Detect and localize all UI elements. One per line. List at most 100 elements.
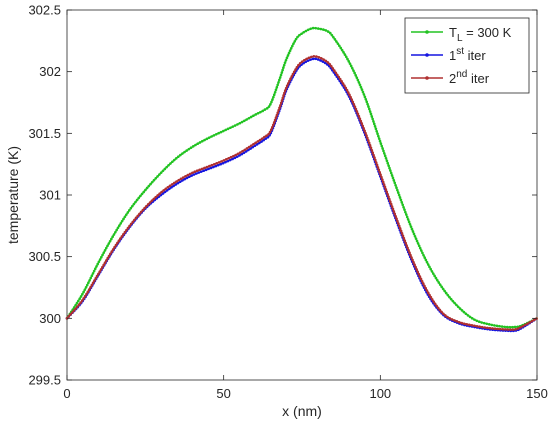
- series-marker: [69, 313, 72, 316]
- series-marker: [406, 246, 409, 250]
- series-marker: [205, 137, 209, 141]
- series-marker: [111, 235, 114, 239]
- series-marker: [91, 272, 95, 275]
- series-marker: [249, 144, 253, 147]
- series-marker: [107, 254, 111, 258]
- series-marker: [171, 160, 174, 164]
- series-marker: [166, 186, 170, 189]
- series-marker: [149, 182, 152, 186]
- series-marker: [388, 200, 392, 203]
- series-marker: [393, 212, 397, 216]
- series-marker: [438, 283, 442, 286]
- series-marker: [172, 158, 176, 162]
- series-marker: [172, 181, 176, 185]
- series-marker: [192, 173, 196, 176]
- series-marker: [328, 62, 332, 66]
- series-marker: [207, 167, 210, 171]
- series-marker: [440, 310, 443, 314]
- series-marker: [351, 100, 355, 104]
- series-marker: [74, 303, 77, 307]
- series-marker: [420, 279, 424, 283]
- series-marker: [281, 68, 284, 72]
- series-marker: [372, 153, 375, 157]
- series-marker: [117, 239, 121, 243]
- series-marker: [271, 98, 274, 101]
- series-marker: [284, 58, 288, 62]
- series-marker: [104, 246, 108, 250]
- series-marker: [436, 306, 440, 310]
- series-marker: [81, 292, 84, 296]
- series-marker: [158, 173, 161, 176]
- series-marker: [354, 74, 358, 77]
- series-marker: [134, 216, 138, 220]
- series-marker: [386, 161, 390, 165]
- series-marker: [238, 151, 242, 154]
- series-marker: [285, 56, 289, 60]
- series-marker: [352, 69, 355, 72]
- series-marker: [224, 160, 227, 164]
- series-marker: [434, 276, 438, 280]
- series-marker: [364, 97, 368, 101]
- series-marker: [83, 294, 87, 298]
- series-marker: [362, 127, 365, 130]
- series-marker: [420, 249, 423, 252]
- series-marker: [189, 146, 193, 150]
- series-marker: [363, 129, 366, 133]
- series-marker: [162, 189, 165, 192]
- series-marker: [273, 90, 277, 94]
- series-marker: [444, 314, 447, 317]
- series-marker: [79, 301, 82, 304]
- series-marker: [150, 199, 154, 202]
- series-marker: [382, 149, 385, 153]
- series-marker: [191, 145, 195, 148]
- series-marker: [131, 220, 135, 224]
- series-marker: [122, 217, 125, 221]
- series-marker: [486, 326, 489, 330]
- series-marker: [491, 327, 494, 330]
- series-marker: [288, 49, 292, 52]
- series-marker: [441, 287, 445, 291]
- series-marker: [384, 188, 388, 191]
- series-marker: [322, 58, 325, 61]
- series-marker: [122, 233, 125, 236]
- series-marker: [396, 188, 399, 192]
- series-marker: [413, 263, 416, 267]
- series-marker: [240, 120, 244, 124]
- series-marker: [195, 169, 199, 173]
- series-marker: [398, 227, 402, 230]
- series-marker: [208, 164, 211, 168]
- series-marker: [310, 55, 313, 59]
- series-marker: [311, 26, 315, 30]
- series-marker: [107, 242, 111, 245]
- legend-label-superscript: nd: [456, 69, 467, 80]
- series-marker: [126, 211, 130, 214]
- series-marker: [384, 156, 388, 160]
- series-marker: [275, 86, 279, 89]
- legend-label-rest: iter: [467, 71, 489, 86]
- series-marker: [95, 274, 99, 278]
- series-marker: [411, 230, 415, 233]
- series-marker: [214, 132, 218, 136]
- series-marker: [291, 72, 295, 76]
- series-marker: [376, 166, 380, 169]
- series-marker: [380, 144, 384, 148]
- legend-label-superscript: st: [456, 46, 464, 57]
- series-marker: [431, 272, 435, 275]
- series-marker: [526, 322, 529, 325]
- series-marker: [203, 166, 206, 170]
- series-marker: [212, 134, 216, 137]
- series-marker: [110, 237, 113, 241]
- series-marker: [129, 222, 133, 226]
- series-marker: [79, 295, 83, 298]
- series-marker: [477, 320, 481, 324]
- series-marker: [252, 142, 255, 146]
- series-marker: [156, 194, 159, 197]
- x-tick-label: 150: [526, 386, 548, 401]
- series-marker: [312, 54, 316, 58]
- series-marker: [98, 270, 102, 273]
- series-marker: [532, 318, 536, 322]
- series-marker: [116, 226, 120, 230]
- series-marker: [425, 260, 429, 264]
- series-marker: [252, 114, 255, 117]
- series-marker: [205, 165, 209, 169]
